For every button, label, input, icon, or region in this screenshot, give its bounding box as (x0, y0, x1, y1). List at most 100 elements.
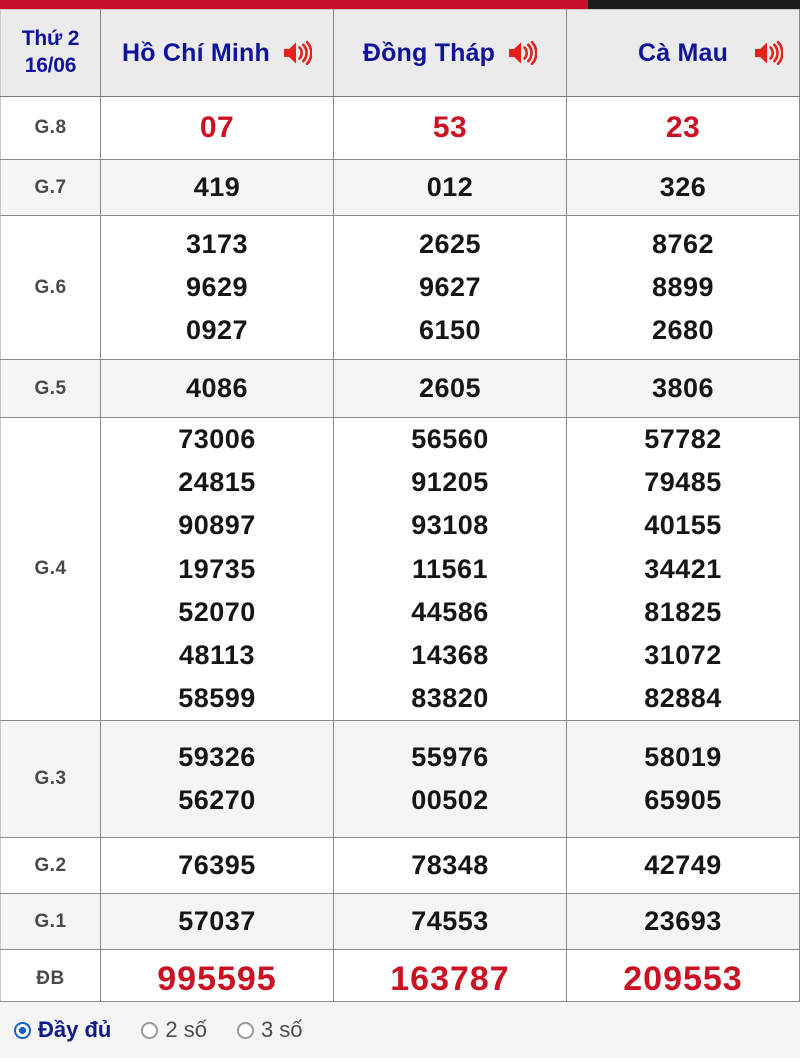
prize-cell: 78348 (333, 837, 567, 895)
prize-cell: 73006 24815 90897 19735 52070 48113 58599 (100, 416, 334, 722)
radio-selected-icon[interactable] (14, 1021, 31, 1039)
number-value: 58599 (178, 683, 256, 714)
number-value: 11561 (411, 553, 489, 584)
prize-cell: 3173 9629 0927 (100, 215, 334, 360)
prize-cell: 8762 8899 2680 (566, 215, 800, 360)
prize-label: G.5 (0, 359, 101, 418)
number-list: 2605 (334, 367, 566, 410)
top-accent-bar-red-segment (0, 0, 588, 9)
number-value: 78348 (411, 850, 489, 881)
radio-unselected-icon[interactable] (236, 1021, 254, 1039)
radio-unselected-icon[interactable] (141, 1021, 159, 1039)
number-value: 56270 (178, 785, 256, 816)
number-value: 0927 (185, 315, 249, 346)
number-list: 58019 65905 (567, 736, 799, 822)
number-value: 07 (199, 111, 235, 144)
province-header-hochiminh[interactable]: Hồ Chí Minh (100, 9, 334, 97)
date-cell: Thứ 2 16/06 (0, 9, 101, 97)
radio-option-2digit[interactable]: 2 số (141, 1017, 207, 1043)
number-value: 326 (659, 171, 707, 202)
prize-cell: 419 (100, 159, 334, 216)
prize-cell: 2625 9627 6150 (333, 215, 567, 360)
number-value: 24815 (178, 467, 256, 498)
number-value: 48113 (178, 639, 256, 670)
prize-label: G.2 (0, 837, 101, 895)
prize-cell: 326 (566, 159, 800, 216)
number-value: 2625 (418, 228, 482, 259)
province-header-dongthap[interactable]: Đồng Tháp (333, 9, 567, 97)
speaker-icon[interactable] (282, 40, 312, 66)
number-value: 83820 (411, 683, 489, 714)
number-list: 419 (101, 166, 333, 209)
number-value: 57037 (178, 906, 256, 937)
number-value: 65905 (644, 785, 722, 816)
radio-option-full[interactable]: Đầy đủ (14, 1017, 111, 1043)
number-list: 78348 (334, 844, 566, 887)
number-list: 55976 00502 (334, 736, 566, 822)
prize-cell: 42749 (566, 837, 800, 895)
number-value: 44586 (411, 596, 489, 627)
radio-label: 3 số (260, 1017, 303, 1042)
prize-label: ĐB (0, 949, 101, 1009)
number-value: 19735 (178, 553, 256, 584)
prize-cell: 23693 (566, 893, 800, 951)
number-list: 326 (567, 166, 799, 209)
number-value: 012 (426, 171, 474, 202)
table-row: ĐB 995595 163787 209553 (0, 949, 800, 1009)
number-value: 4086 (185, 372, 249, 403)
number-value: 14368 (411, 639, 489, 670)
prize-cell: 57037 (100, 893, 334, 951)
speaker-icon[interactable] (507, 40, 538, 66)
number-value: 56560 (411, 424, 489, 454)
province-name-label: Hồ Chí Minh (121, 38, 270, 67)
prize-cell: 3806 (566, 359, 800, 418)
table-header-row: Thứ 2 16/06 Hồ Chí Minh (0, 9, 800, 97)
display-mode-radio-group: Đầy đủ 2 số 3 số (0, 1001, 800, 1058)
number-list: 163787 (334, 952, 566, 1006)
speaker-icon[interactable] (753, 40, 783, 66)
number-value: 82884 (644, 683, 722, 714)
number-list: 57782 79485 40155 34421 81825 31072 82884 (567, 418, 799, 720)
number-value: 40155 (644, 510, 722, 541)
prize-label: G.6 (0, 215, 101, 360)
number-value: 31072 (644, 639, 722, 670)
number-value: 79485 (644, 467, 722, 498)
prize-cell: 74553 (333, 893, 567, 951)
table-row: G.8 07 53 23 (0, 96, 800, 160)
prize-cell: 76395 (100, 837, 334, 895)
number-list: 23 (567, 104, 799, 152)
number-value: 81825 (644, 596, 722, 627)
prize-label: G.7 (0, 159, 101, 216)
prize-cell: 07 (100, 96, 334, 160)
number-value: 57782 (644, 424, 722, 454)
table-row: G.5 4086 2605 3806 (0, 359, 800, 418)
prize-label: G.4 (0, 416, 101, 722)
number-list: 59326 56270 (101, 736, 333, 822)
number-value: 73006 (178, 424, 256, 454)
number-list: 73006 24815 90897 19735 52070 48113 58599 (101, 418, 333, 720)
number-list: 42749 (567, 844, 799, 887)
table-row: G.4 73006 24815 90897 19735 52070 48113 58599 … (0, 416, 800, 722)
number-value: 53 (432, 111, 468, 144)
number-value: 23 (665, 111, 701, 144)
province-header-camau[interactable]: Cà Mau (566, 9, 800, 97)
number-value: 9629 (185, 271, 249, 302)
prize-cell: 57782 79485 40155 34421 81825 31072 82884 (566, 416, 800, 722)
radio-option-3digit[interactable]: 3 số (236, 1017, 303, 1043)
number-value: 23693 (644, 906, 722, 937)
date-weekday: Thứ 2 (21, 27, 80, 51)
prize-label: G.1 (0, 893, 101, 951)
radio-label: 2 số (165, 1017, 207, 1042)
prize-cell: 209553 (566, 949, 800, 1009)
table-body: Thứ 2 16/06 Hồ Chí Minh (0, 9, 800, 1009)
table-row: G.2 76395 78348 42749 (0, 837, 800, 895)
lottery-results-table: Thứ 2 16/06 Hồ Chí Minh (0, 9, 800, 1009)
number-list: 995595 (101, 952, 333, 1006)
prize-cell: 012 (333, 159, 567, 216)
number-list: 23693 (567, 900, 799, 943)
number-list: 76395 (101, 844, 333, 887)
table-row: G.3 59326 56270 55976 00502 58019 65905 (0, 720, 800, 839)
number-value: 8762 (651, 228, 715, 259)
number-list: 53 (334, 104, 566, 152)
